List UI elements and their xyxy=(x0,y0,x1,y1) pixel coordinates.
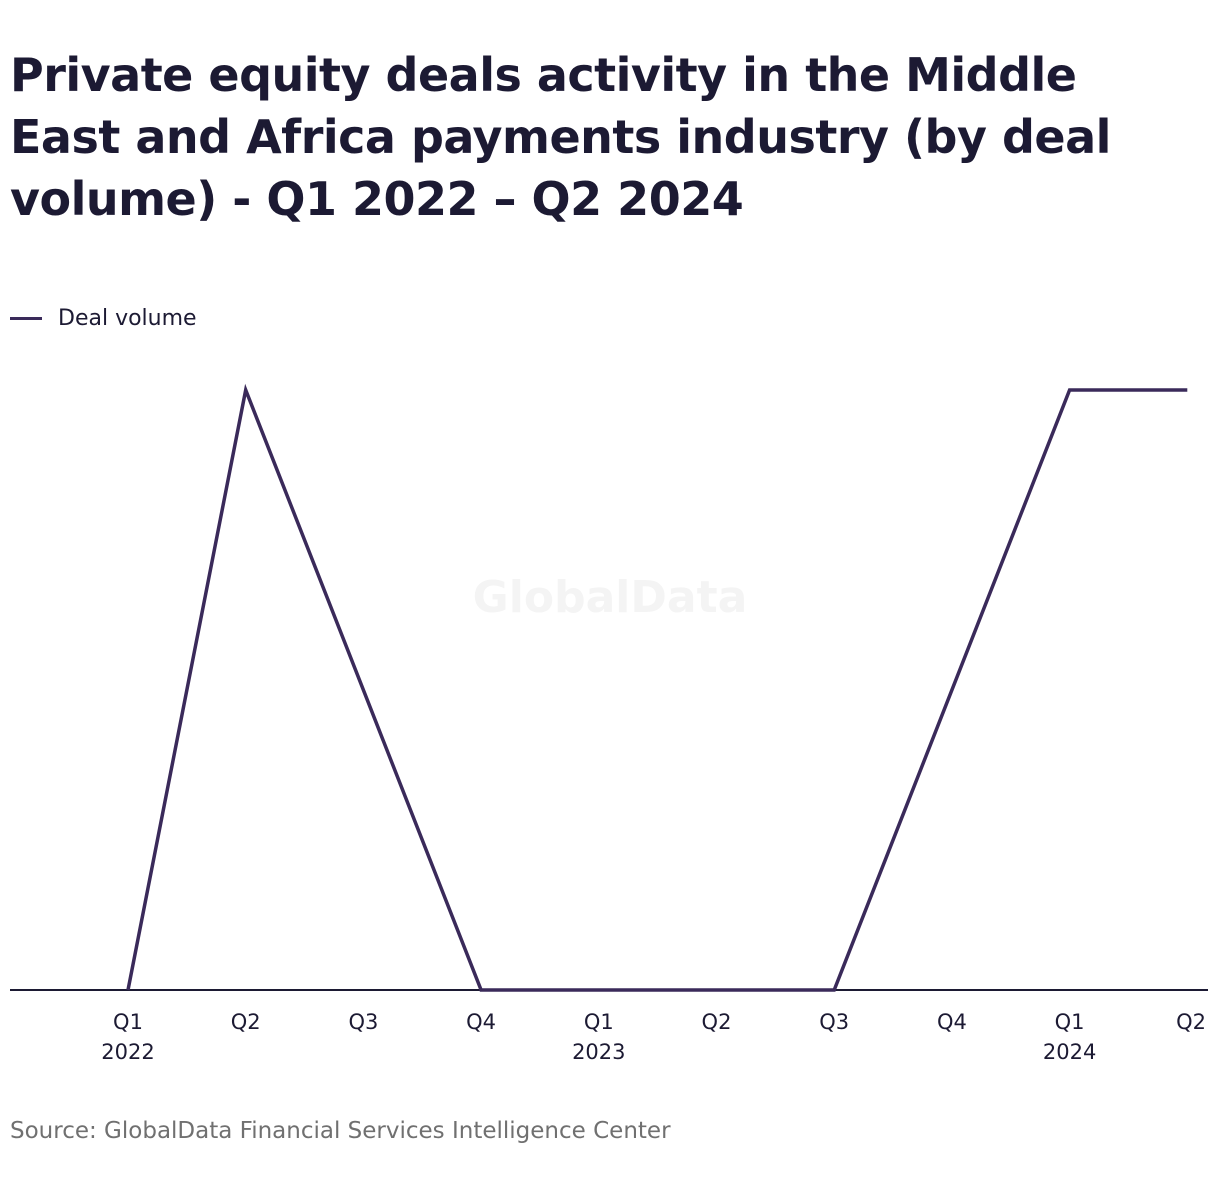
x-tick-label-year: 2023 xyxy=(572,1040,625,1064)
legend: Deal volume xyxy=(10,306,197,331)
x-tick-label-quarter: Q4 xyxy=(937,1010,967,1034)
x-tick-label-quarter: Q3 xyxy=(819,1010,849,1034)
x-tick-label-quarter: Q1 xyxy=(1055,1010,1085,1034)
legend-swatch-deal-volume xyxy=(10,317,42,320)
x-tick-label-quarter: Q2 xyxy=(231,1010,261,1034)
x-tick-label-quarter: Q1 xyxy=(584,1010,614,1034)
x-tick-label-year: 2024 xyxy=(1043,1040,1096,1064)
x-tick-label-quarter: Q2 xyxy=(1176,1010,1206,1034)
x-tick-label-quarter: Q3 xyxy=(348,1010,378,1034)
legend-label-deal-volume: Deal volume xyxy=(58,306,197,331)
chart-title: Private equity deals activity in the Mid… xyxy=(10,48,1111,226)
source-note: Source: GlobalData Financial Services In… xyxy=(10,1118,671,1144)
watermark: GlobalData xyxy=(473,572,748,623)
x-tick-label-quarter: Q4 xyxy=(466,1010,496,1034)
series-line-0 xyxy=(126,383,1188,992)
x-tick-label-year: 2022 xyxy=(101,1040,154,1064)
x-tick-label-quarter: Q1 xyxy=(113,1010,143,1034)
x-tick-label-quarter: Q2 xyxy=(702,1010,732,1034)
